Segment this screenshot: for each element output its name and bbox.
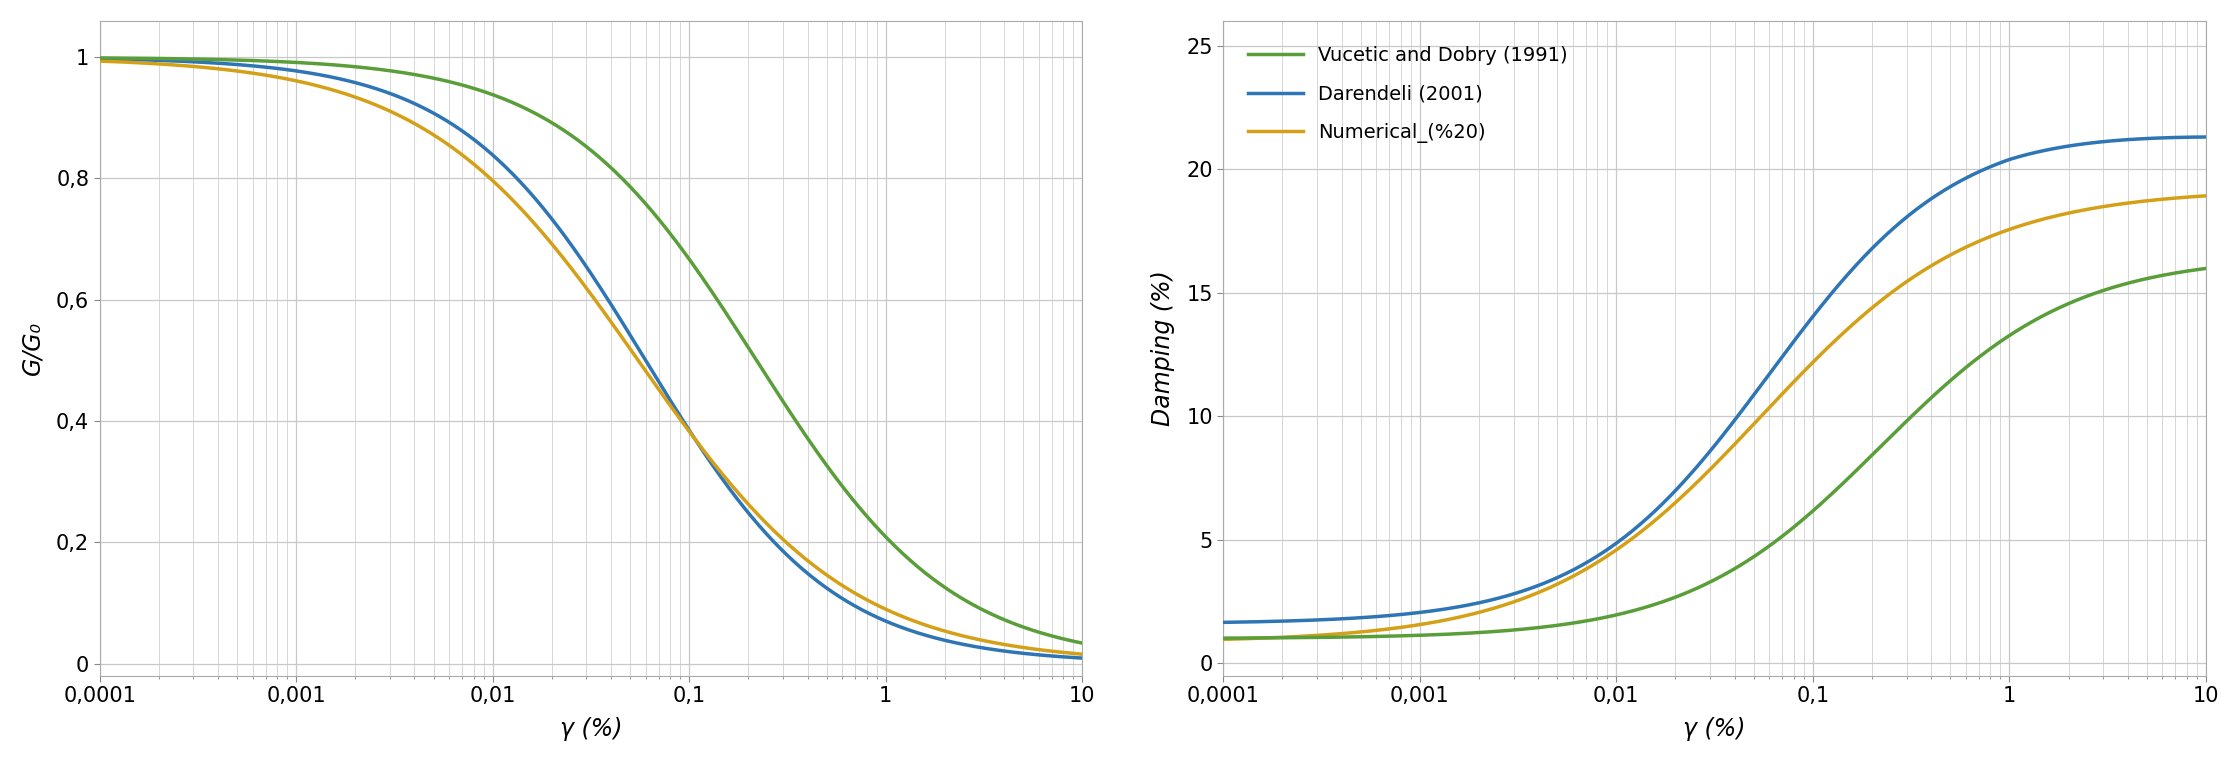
Y-axis label: G/G₀: G/G₀ (20, 322, 45, 375)
X-axis label: γ (%): γ (%) (560, 717, 623, 741)
X-axis label: γ (%): γ (%) (1682, 717, 1745, 741)
Y-axis label: Damping (%): Damping (%) (1151, 271, 1176, 426)
Legend: Vucetic and Dobry (1991), Darendeli (2001), Numerical_(%20): Vucetic and Dobry (1991), Darendeli (200… (1232, 30, 1584, 158)
